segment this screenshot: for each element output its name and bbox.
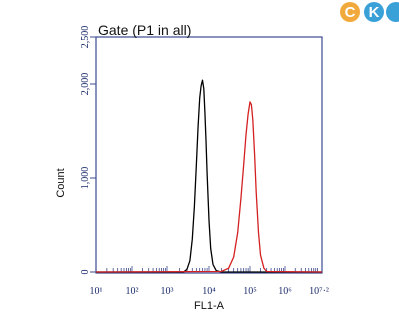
brand-logo: C K [340, 2, 399, 22]
plot-frame [95, 36, 323, 274]
y-tick-label: 0 [80, 270, 91, 275]
y-tick-label: 1,000 [80, 167, 91, 190]
x-tick-label: 10² [126, 286, 139, 297]
x-tick-label: 10⁵ [243, 286, 257, 297]
logo-circle-n [386, 2, 399, 22]
series-red-histogram [95, 101, 323, 273]
series-layer [95, 79, 323, 273]
logo-circle-k [364, 2, 384, 22]
logo-circle-c [340, 2, 360, 22]
y-tick-label: 2,500 [80, 26, 91, 49]
x-tick-label: 10³ [161, 286, 174, 297]
x-tick-label: 10¹ [90, 286, 103, 297]
chart-title: Gate (P1 in all) [98, 22, 191, 38]
y-axis: 0 1,000 2,000 2,500 [80, 26, 96, 275]
x-axis-title: FL1-A [194, 300, 225, 312]
y-tick-label: 2,000 [80, 73, 91, 96]
y-axis-title: Count [55, 168, 67, 197]
x-tick-label: 10⁷·² [309, 286, 329, 297]
x-axis: 10¹ 10² 10³ 10⁴ 10⁵ 10⁶ 10⁷·² [90, 286, 329, 297]
logo-letter-k: K [369, 4, 380, 21]
series-black-histogram [96, 79, 322, 273]
x-tick-label: 10⁴ [202, 286, 216, 297]
logo-letter-c: C [345, 4, 356, 21]
x-tick-label: 10⁶ [278, 286, 292, 297]
